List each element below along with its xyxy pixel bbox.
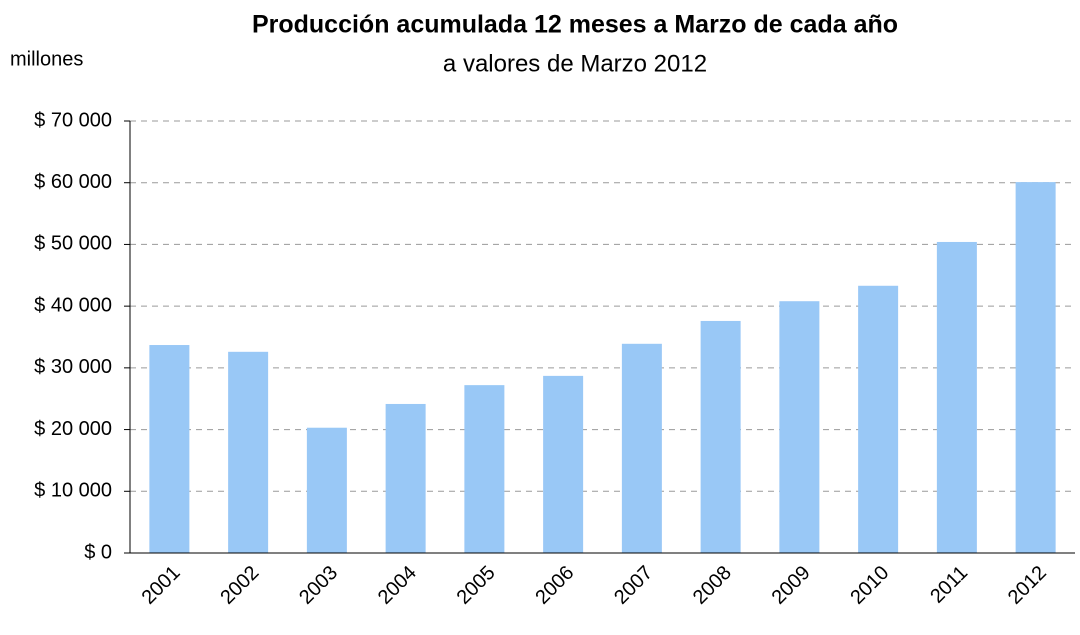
y-tick-label: $ 70 000 [34,109,112,131]
x-tick-label: 2003 [295,562,342,609]
bar [149,345,190,553]
y-tick-label: $ 20 000 [34,418,112,440]
bar [385,403,426,553]
x-tick-label: 2008 [689,562,736,609]
bar [228,351,269,553]
chart-subtitle: a valores de Marzo 2012 [443,50,707,77]
bar [464,385,505,553]
bar [1015,182,1056,553]
x-tick-label: 2001 [138,562,185,609]
bar [858,285,899,553]
x-tick-label: 2005 [453,562,500,609]
bar [306,427,347,553]
y-tick-label: $ 30 000 [34,356,112,378]
y-tick-label: $ 10 000 [34,480,112,502]
bar [779,301,820,553]
x-tick-label: 2010 [846,562,893,609]
y-tick-label: $ 0 [84,541,112,563]
x-tick-label: 2012 [1004,562,1051,609]
bar [621,343,662,553]
x-tick-label: 2009 [768,562,815,609]
bar [936,241,977,553]
y-axis-label: millones [10,48,83,70]
x-tick-label: 2004 [374,562,421,609]
y-tick-label: $ 50 000 [34,233,112,255]
x-tick-label: 2006 [531,562,578,609]
chart-title: Producción acumulada 12 meses a Marzo de… [252,11,898,39]
bar [700,320,741,553]
bar [543,375,584,553]
x-tick-label: 2002 [216,562,263,609]
x-tick-label: 2007 [610,562,657,609]
x-tick-label: 2011 [926,562,972,608]
y-tick-label: $ 40 000 [34,294,112,316]
y-tick-label: $ 60 000 [34,171,112,193]
